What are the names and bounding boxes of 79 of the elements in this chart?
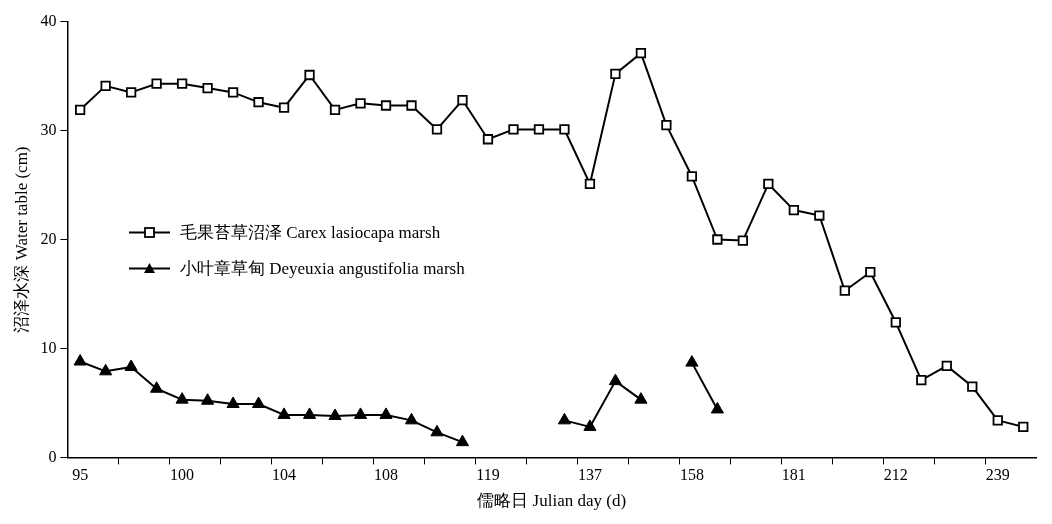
point	[608, 373, 622, 386]
point	[329, 104, 341, 115]
point	[634, 392, 648, 404]
point	[277, 407, 291, 419]
point	[685, 355, 699, 367]
y-tick-label: 30	[40, 120, 57, 138]
point	[839, 285, 850, 296]
point	[431, 124, 443, 135]
point	[712, 234, 723, 245]
x-tick-label: 212	[883, 466, 908, 484]
point	[967, 381, 978, 392]
point	[1018, 421, 1029, 433]
point	[227, 87, 239, 98]
point	[125, 87, 137, 98]
point	[278, 102, 290, 113]
point	[533, 124, 545, 135]
point	[175, 392, 189, 404]
point	[380, 100, 392, 111]
point	[610, 68, 621, 80]
point	[557, 412, 572, 425]
x-tick-label: 104	[272, 466, 297, 484]
point	[302, 407, 317, 419]
point	[916, 374, 927, 386]
point	[99, 363, 113, 376]
x-tick-label: 100	[170, 466, 195, 484]
point	[379, 407, 393, 419]
point	[328, 408, 342, 420]
point	[941, 360, 952, 372]
point	[226, 396, 240, 409]
point	[584, 178, 596, 190]
point	[992, 415, 1003, 426]
point	[252, 396, 266, 409]
point	[201, 393, 215, 405]
y-tick-label: 0	[48, 447, 57, 465]
point	[176, 78, 188, 89]
point	[661, 119, 672, 131]
point	[686, 171, 698, 182]
y-tick-label: 10	[40, 338, 57, 356]
point	[482, 134, 494, 145]
point	[430, 424, 444, 437]
point	[559, 124, 570, 135]
point	[100, 80, 111, 92]
point	[253, 97, 264, 108]
point	[865, 267, 876, 278]
point	[151, 78, 162, 89]
point	[788, 204, 799, 216]
point	[737, 235, 749, 246]
point	[406, 100, 417, 111]
point	[710, 401, 724, 414]
legend-label: 小叶章草甸 Deyeuxia angustifolia marsh	[180, 259, 465, 278]
x-tick-label: 181	[781, 466, 806, 484]
point	[75, 104, 86, 115]
point	[202, 82, 213, 94]
point	[508, 124, 519, 135]
x-tick-label: 158	[679, 466, 704, 484]
point	[635, 48, 647, 59]
point	[890, 317, 901, 328]
point	[457, 94, 468, 106]
point	[353, 407, 368, 419]
x-tick-label: 137	[577, 466, 602, 484]
point	[150, 381, 164, 393]
point	[763, 178, 774, 190]
legend-label: 毛果苔草沼泽 Carex lasiocapa marsh	[180, 223, 441, 242]
x-axis-title: 儒略日 Julian day (d)	[477, 491, 627, 511]
point	[73, 354, 87, 366]
point	[124, 359, 138, 371]
point	[455, 434, 470, 447]
point	[814, 210, 825, 221]
y-tick-label: 20	[40, 229, 57, 247]
x-tick-label: 108	[374, 466, 399, 484]
y-axis-title: 沼泽水深 Water table (cm)	[11, 146, 31, 333]
point	[404, 412, 419, 425]
point	[304, 69, 315, 81]
x-tick-label: 239	[985, 466, 1010, 484]
x-tick-label: 119	[476, 466, 500, 484]
point	[583, 419, 597, 431]
x-tick-label: 95	[72, 466, 89, 484]
y-tick-label: 40	[40, 11, 57, 29]
point	[355, 98, 366, 109]
